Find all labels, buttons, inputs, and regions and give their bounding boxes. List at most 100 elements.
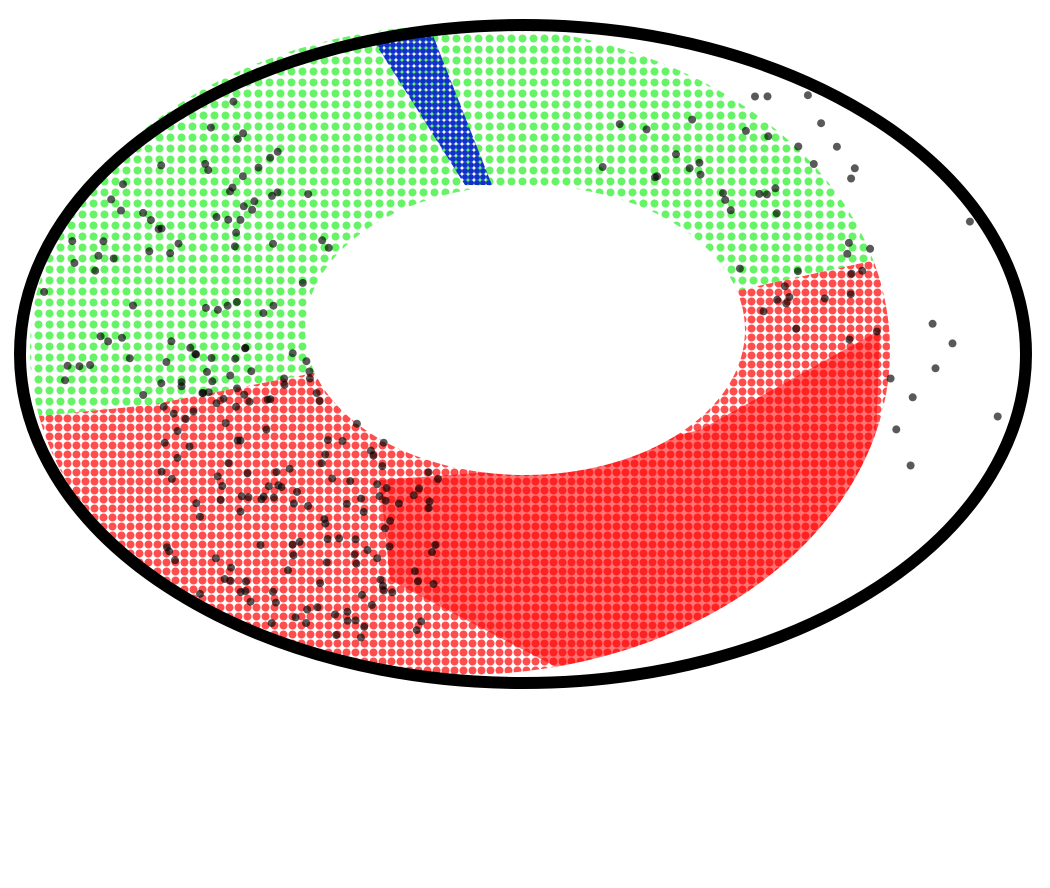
black-point [360, 622, 369, 631]
black-point [844, 238, 853, 247]
blue-strip [370, 28, 492, 185]
black-point [948, 339, 957, 348]
black-point [352, 559, 361, 568]
black-point [237, 492, 246, 501]
black-point [189, 407, 198, 416]
black-point [721, 195, 730, 204]
black-point [312, 389, 321, 398]
black-point [231, 354, 240, 363]
black-point [240, 390, 249, 399]
black-point [157, 467, 166, 476]
black-point [431, 541, 440, 549]
black-point [302, 357, 311, 366]
black-point [696, 170, 705, 179]
black-point [263, 395, 272, 404]
black-point [809, 160, 818, 168]
black-point [68, 237, 77, 246]
black-point [394, 499, 403, 508]
black-point [243, 469, 252, 478]
black-point [236, 507, 245, 516]
black-point [233, 135, 242, 144]
black-point [850, 164, 859, 173]
black-point [204, 166, 213, 175]
black-point [376, 575, 385, 584]
black-point [417, 617, 426, 626]
black-point [226, 576, 235, 585]
black-point [316, 579, 325, 588]
black-point [741, 126, 750, 135]
black-point [672, 150, 680, 159]
black-point [832, 142, 841, 151]
black-point [232, 402, 241, 411]
black-point [313, 603, 322, 612]
black-point [792, 324, 801, 333]
black-point [185, 442, 194, 451]
black-point [305, 374, 314, 383]
black-point [847, 174, 856, 183]
black-point [223, 301, 232, 310]
black-point [369, 451, 378, 460]
black-point [236, 588, 245, 596]
black-point [219, 394, 228, 403]
black-point [886, 374, 895, 383]
black-point [274, 481, 283, 490]
black-point [298, 278, 307, 287]
black-point [304, 190, 313, 199]
black-point [181, 415, 190, 423]
black-point [269, 493, 278, 502]
black-point [378, 462, 387, 471]
black-point [780, 282, 789, 291]
black-point [280, 380, 289, 389]
black-point [785, 293, 794, 301]
black-point [256, 541, 265, 549]
black-point [239, 202, 248, 211]
black-point [244, 493, 253, 502]
black-point [906, 461, 915, 470]
black-point [866, 244, 875, 253]
black-point [196, 589, 204, 598]
black-point [381, 524, 389, 533]
black-point [424, 468, 433, 477]
black-point [843, 249, 852, 258]
black-point [751, 92, 759, 101]
black-point [346, 477, 355, 486]
black-point [224, 215, 233, 224]
black-point [266, 153, 275, 162]
black-point [201, 159, 210, 168]
black-point [262, 425, 271, 434]
black-point [335, 534, 344, 543]
black-point [236, 215, 245, 224]
black-point [351, 535, 360, 544]
black-point [259, 309, 268, 318]
black-point [264, 482, 273, 491]
black-point [86, 361, 95, 369]
black-point [201, 303, 210, 312]
black-point [323, 436, 332, 445]
black-point [373, 554, 382, 563]
black-point [685, 164, 694, 173]
black-point [928, 319, 937, 328]
black-point [220, 575, 229, 583]
black-point [846, 290, 855, 299]
black-point [375, 492, 384, 501]
black-point [173, 453, 182, 462]
black-point [343, 616, 352, 625]
black-point [239, 129, 248, 138]
black-point [160, 438, 169, 447]
black-point [233, 436, 242, 445]
black-point [94, 251, 103, 260]
black-point [293, 487, 301, 496]
black-point [99, 237, 108, 246]
black-point [228, 183, 237, 192]
black-point [213, 305, 222, 314]
black-point [246, 597, 255, 606]
black-point [242, 577, 250, 586]
outer-ring [14, 19, 1032, 689]
black-point [342, 499, 351, 508]
black-point [338, 437, 347, 445]
black-point [772, 209, 781, 218]
black-point [227, 563, 235, 572]
black-point [157, 161, 166, 170]
black-point [357, 494, 366, 503]
